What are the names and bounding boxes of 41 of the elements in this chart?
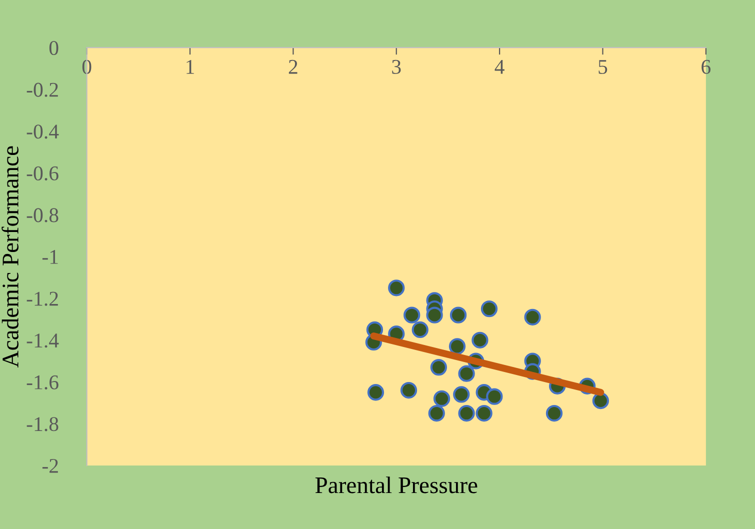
- y-tick-label: -2: [42, 458, 58, 473]
- x-tick-label: 3: [392, 60, 401, 74]
- point: [486, 388, 503, 405]
- x-axis-title: Parental Pressure: [315, 476, 478, 494]
- point: [592, 392, 610, 410]
- point: [546, 404, 563, 422]
- y-tick-label: -1.6: [26, 375, 58, 390]
- point: [400, 382, 418, 399]
- point: [428, 404, 445, 422]
- x-tick-label: 4: [494, 60, 504, 74]
- y-tick-label: -0.4: [26, 124, 59, 139]
- point: [430, 358, 448, 376]
- point: [433, 390, 450, 407]
- point: [412, 321, 428, 338]
- y-tick-label: -0.2: [26, 82, 58, 97]
- y-tick-label: -0.8: [26, 208, 58, 222]
- point: [476, 404, 492, 422]
- point: [404, 306, 420, 324]
- point: [426, 306, 443, 324]
- y-axis-title: Academic Performance: [2, 146, 18, 368]
- y-tick-label: -1.2: [26, 292, 58, 306]
- point: [388, 280, 405, 296]
- x-tick-label: 0: [82, 60, 92, 74]
- x-tick-label: 2: [288, 60, 298, 74]
- x-tick-label: 5: [598, 60, 608, 74]
- point: [480, 300, 498, 318]
- point: [458, 365, 475, 382]
- point: [458, 404, 475, 422]
- y-tick-label: -0.6: [26, 166, 58, 181]
- y-tick-label: -1: [42, 250, 58, 264]
- point: [450, 306, 467, 324]
- x-tick-label: 1: [186, 60, 194, 74]
- x-tick-label: 6: [702, 60, 711, 74]
- y-tick-label: 0: [49, 40, 58, 56]
- point: [367, 384, 384, 401]
- point: [448, 338, 466, 355]
- y-tick-label: -1.8: [26, 417, 58, 432]
- point: [524, 308, 541, 326]
- y-tick-label: -1.4: [26, 334, 59, 348]
- point: [453, 386, 470, 403]
- point: [472, 332, 488, 348]
